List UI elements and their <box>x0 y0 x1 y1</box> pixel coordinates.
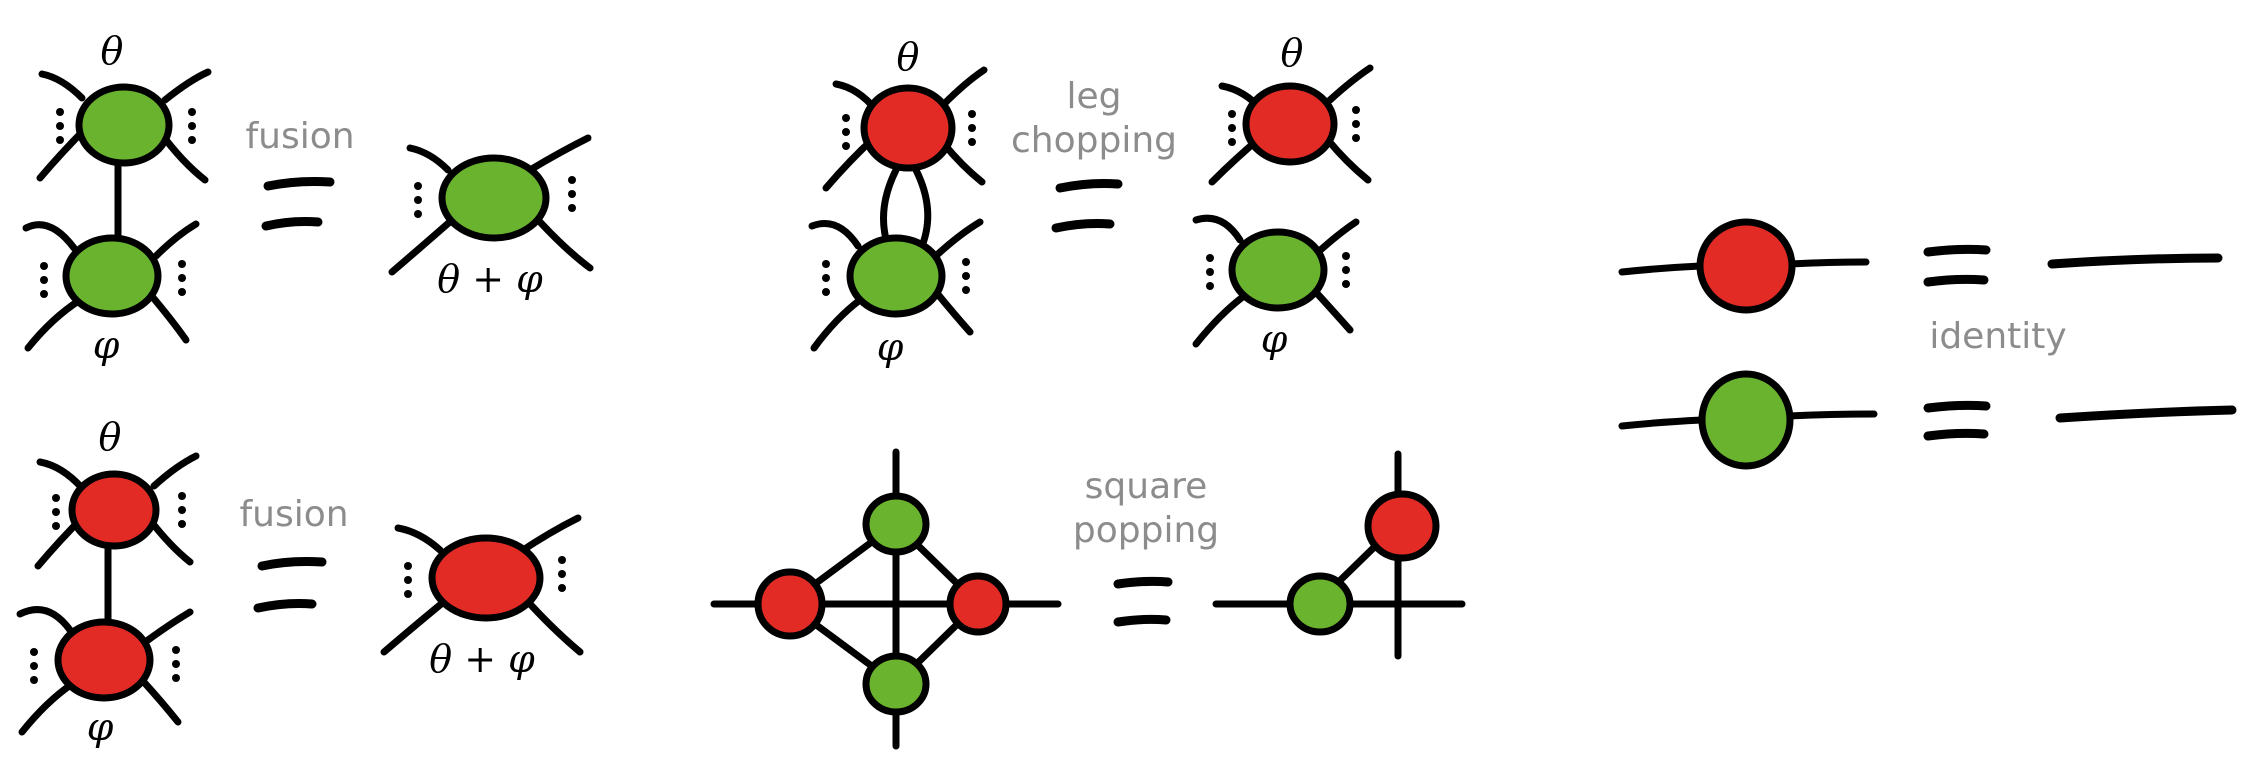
red-fusion-lhs: θ φ <box>16 415 200 749</box>
equals-sign <box>253 557 327 613</box>
green-spider <box>1286 572 1354 636</box>
red-spider <box>1696 218 1796 314</box>
green-spider-merged <box>438 154 550 242</box>
theta-label: θ <box>1281 31 1304 75</box>
leg-chopping-lhs: θ φ <box>808 35 988 369</box>
theta-plus-phi-label: θ + φ <box>429 637 535 681</box>
green-identity <box>1618 370 2237 470</box>
green-fusion-lhs: θ φ <box>22 29 212 367</box>
green-fusion-rhs: θ + φ <box>388 134 594 301</box>
square-popping-rhs <box>1212 450 1466 660</box>
red-spider-merged <box>428 534 544 622</box>
square-popping-label-line1: square <box>1085 466 1208 507</box>
red-spider-right <box>946 572 1010 636</box>
green-fusion-rule: θ φ fusion θ + φ <box>22 29 594 367</box>
theta-label: θ <box>99 415 122 459</box>
red-fusion-rhs: θ + φ <box>380 514 584 681</box>
phi-label: φ <box>877 325 904 369</box>
red-identity <box>1618 218 2223 314</box>
identity-label: identity <box>1929 316 2066 357</box>
phi-label: φ <box>87 705 114 749</box>
red-fusion-rule: θ φ fusion θ + φ <box>16 415 584 749</box>
red-spider <box>1364 490 1440 562</box>
leg-chopping-label-line1: leg <box>1066 76 1121 117</box>
square-popping-lhs <box>710 448 1062 750</box>
leg-chopping-rule: θ φ leg chopping θ <box>808 31 1374 369</box>
green-spider-bottom <box>62 234 162 318</box>
red-spider-bottom <box>54 618 154 702</box>
theta-label: θ <box>897 35 920 79</box>
fusion-label: fusion <box>239 494 348 535</box>
red-spider-left <box>754 568 826 640</box>
leg-chopping-label-line2: chopping <box>1011 120 1177 161</box>
theta-label: θ <box>101 29 124 73</box>
red-spider-top <box>1242 82 1338 166</box>
red-spider-top <box>860 84 956 172</box>
phi-label: φ <box>93 323 120 367</box>
red-spider-top <box>68 470 160 550</box>
square-popping-rule: square popping <box>710 448 1466 750</box>
theta-plus-phi-label: θ + φ <box>437 257 543 301</box>
green-spider-top <box>75 83 173 167</box>
green-spider-bottom <box>1228 228 1328 312</box>
leg-chopping-rhs: θ φ <box>1192 31 1374 361</box>
identity-rule: identity <box>1618 218 2237 470</box>
equals-sign <box>261 177 335 231</box>
phi-label: φ <box>1261 317 1288 361</box>
green-spider <box>1698 370 1794 470</box>
fusion-label: fusion <box>245 116 354 157</box>
square-popping-label-line2: popping <box>1073 510 1219 551</box>
equals-sign <box>1051 179 1123 233</box>
green-spider-top <box>862 492 930 556</box>
green-spider-bottom <box>846 234 946 318</box>
green-spider-bottom <box>862 652 930 716</box>
equals-sign <box>1113 576 1173 627</box>
